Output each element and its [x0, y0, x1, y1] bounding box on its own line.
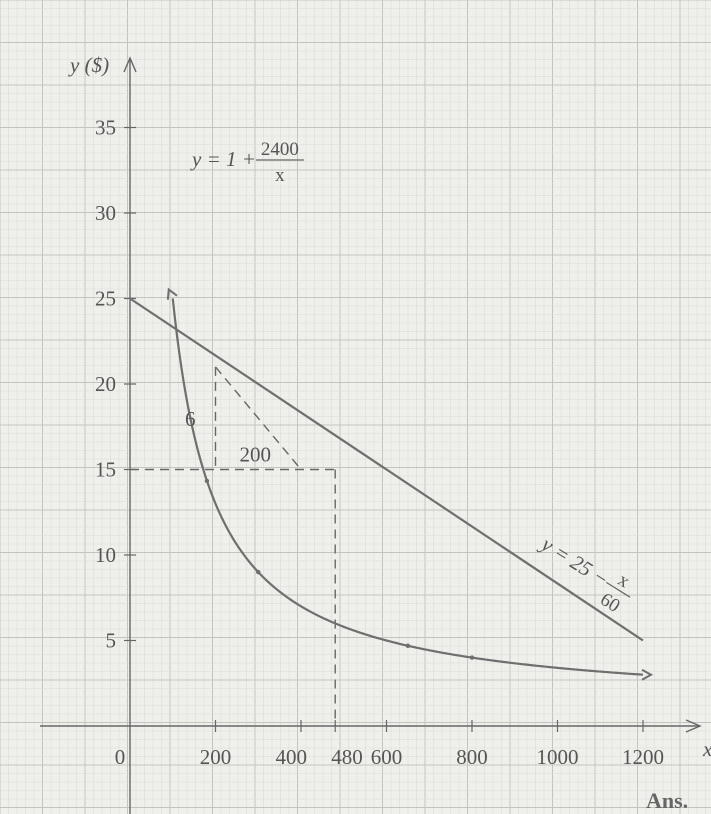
- tangent-rise-label: 6: [185, 407, 196, 431]
- y-tick-label: 10: [95, 543, 116, 567]
- axes: 200 400 480 600 800 1000 1200 0 5 10 15 20 25 30 35: [40, 56, 702, 814]
- y-tick-label: 5: [106, 629, 117, 653]
- x-tick-label: 480: [331, 745, 363, 769]
- origin-label: 0: [115, 745, 126, 769]
- tangent-line: [214, 366, 302, 470]
- hyperbola-label-numerator: 2400: [261, 139, 299, 160]
- linear-line: [129, 297, 644, 642]
- x-tick-label: 1200: [622, 745, 664, 769]
- series: [129, 287, 654, 681]
- x-tick-label: 400: [276, 745, 308, 769]
- tangent-run-label: 200: [240, 443, 272, 467]
- hyperbola-point: [469, 655, 475, 660]
- hyperbola-label: y = 1 + 2400 x: [190, 139, 304, 186]
- x-tick-label: 600: [371, 745, 403, 769]
- y-tick-label: 30: [95, 201, 116, 225]
- y-tick-label: 15: [95, 458, 116, 482]
- y-axis-title: y ($): [68, 53, 109, 77]
- hyperbola-point: [256, 569, 261, 575]
- y-axis-arrow-icon: [123, 56, 137, 73]
- ans-label: Ans.: [646, 788, 688, 813]
- y-tick-label: 20: [95, 372, 116, 396]
- x-tick-label: 200: [200, 745, 232, 769]
- x-axis-title: x: [702, 737, 711, 761]
- hyperbola-label-lhs: y = 1 +: [190, 147, 256, 171]
- hyperbola-point: [204, 478, 210, 484]
- guide-lines: [130, 366, 336, 726]
- hyperbola-point: [405, 643, 411, 648]
- hyperbola-label-denominator: x: [275, 165, 285, 186]
- y-tick-label: 25: [95, 287, 116, 311]
- x-tick-label: 1000: [537, 745, 579, 769]
- linear-label-fraction-bar: [605, 581, 631, 598]
- y-tick-label: 35: [95, 116, 116, 140]
- linear-label: y = 25 − x60: [536, 531, 634, 617]
- x-axis-arrow-icon: [685, 719, 702, 733]
- curve-arrow-icon: [641, 668, 654, 681]
- x-tick-label: 800: [456, 745, 488, 769]
- curve-arrow-icon: [166, 287, 178, 300]
